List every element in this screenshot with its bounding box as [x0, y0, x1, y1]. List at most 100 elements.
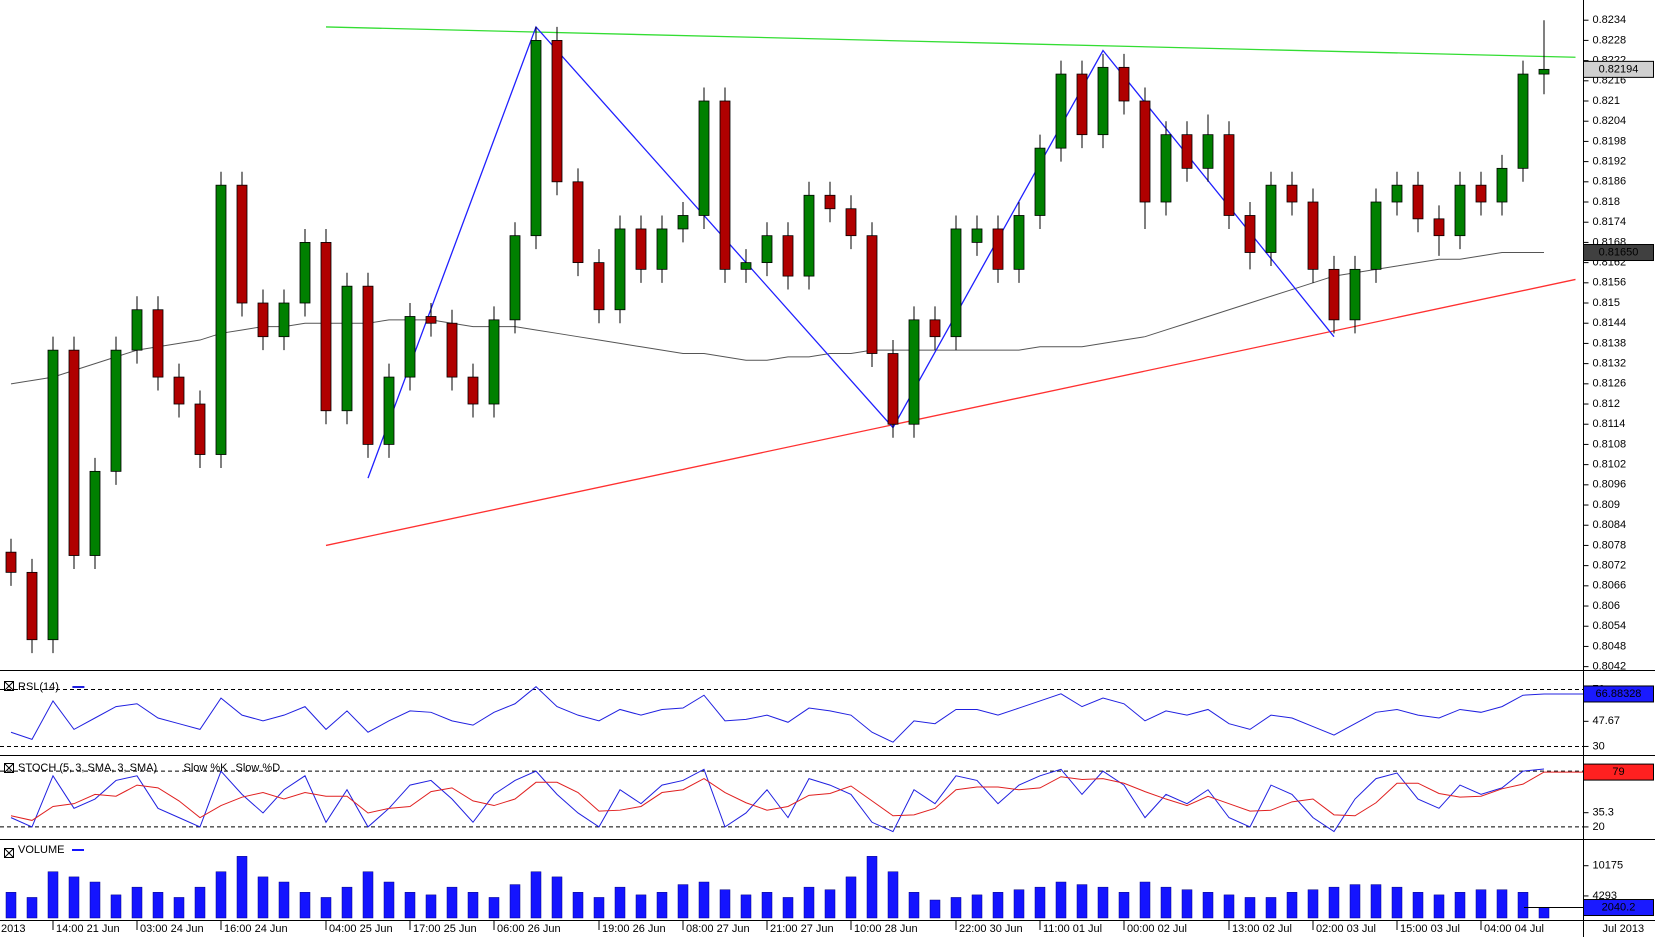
y-tick-label: 0.809	[1593, 499, 1621, 511]
volume-bar	[509, 884, 521, 919]
y-tick-label: 0.8108	[1593, 438, 1627, 450]
candle-body	[1034, 147, 1046, 216]
candle-body	[1055, 73, 1067, 149]
candle-body	[236, 184, 248, 304]
x-tick-label: 17:00 25 Jun	[413, 923, 477, 935]
x-tick-label: 04:00 25 Jun	[329, 923, 393, 935]
candle-body	[299, 242, 311, 304]
volume-bar	[1538, 907, 1550, 919]
panel-title: STOCH (5, 3, SMA, 3, SMA)	[18, 762, 157, 774]
x-tick-label: 02:00 03 Jul	[1316, 923, 1376, 935]
candle-body	[1496, 167, 1508, 203]
volume-bar	[1076, 884, 1088, 919]
candle-body	[1454, 184, 1466, 237]
volume-bar	[887, 871, 899, 919]
candle-body	[656, 228, 668, 270]
y-tick-label: 0.8192	[1593, 156, 1627, 168]
candle-body	[824, 194, 836, 210]
y-tick-label: 0.8072	[1593, 560, 1627, 572]
volume-bar	[1139, 881, 1151, 919]
trend-line	[325, 278, 1576, 547]
volume-bar	[257, 876, 269, 919]
volume-bar	[1160, 886, 1172, 919]
candle-body	[1286, 184, 1298, 203]
volume-bar	[614, 886, 626, 919]
y-tick-label: 0.8132	[1593, 358, 1627, 370]
candle-body	[5, 551, 17, 573]
x-tick-label: 08:00 27 Jun	[686, 923, 750, 935]
x-tick-label: 16:00 24 Jun	[224, 923, 288, 935]
volume-bar	[26, 897, 38, 919]
volume-bar	[68, 876, 80, 919]
volume-bar	[845, 876, 857, 919]
y-tick-label: 0.8084	[1593, 519, 1627, 531]
candle-body	[551, 40, 563, 183]
volume-bar	[740, 894, 752, 919]
candle-body	[1202, 134, 1214, 169]
candle-body	[215, 184, 227, 455]
volume-bar	[1265, 897, 1277, 919]
volume-bar	[1013, 889, 1025, 919]
volume-bar	[1034, 886, 1046, 919]
y-tick-label: 0.8174	[1593, 216, 1627, 228]
volume-bar	[971, 894, 983, 919]
volume-bar	[929, 899, 941, 919]
volume-bar	[719, 889, 731, 919]
y-tick-label: 0.8042	[1593, 661, 1627, 673]
y-tick-label: 0.8138	[1593, 337, 1627, 349]
volume-bar	[362, 871, 374, 919]
volume-bar	[194, 886, 206, 919]
candle-body	[761, 235, 773, 264]
volume-bar	[89, 881, 101, 919]
volume-bar	[173, 897, 185, 919]
volume-bar	[950, 897, 962, 919]
candle-body	[26, 571, 38, 641]
y-tick-label: 0.8228	[1593, 34, 1627, 46]
candle-body	[803, 194, 815, 277]
candle-body	[509, 235, 521, 321]
candle-body	[782, 235, 794, 277]
x-tick-label: 04:00 04 Jul	[1484, 923, 1544, 935]
candle-body	[1517, 73, 1529, 169]
volume-bar	[1097, 886, 1109, 919]
volume-bar	[1328, 886, 1340, 919]
x-tick-label: 11:00 01 Jul	[1043, 923, 1102, 935]
candle-body	[1391, 184, 1403, 203]
y-tick-label: 0.8198	[1593, 135, 1627, 147]
candle-body	[1160, 134, 1172, 203]
y-tick-label: 0.8186	[1593, 176, 1627, 188]
candle-body	[1412, 184, 1424, 220]
volume-bar	[383, 881, 395, 919]
volume-bar	[1223, 894, 1235, 919]
volume-bar	[593, 897, 605, 919]
value-tag-label: 0.81650	[1599, 246, 1639, 258]
volume-bar	[908, 892, 920, 919]
panel-title: VOLUME	[18, 844, 64, 856]
candle-body	[173, 376, 185, 405]
candle-body	[1370, 201, 1382, 270]
candle-body	[1013, 215, 1025, 270]
value-tag	[1583, 60, 1654, 78]
candle-body	[635, 228, 647, 270]
volume-bar	[866, 856, 878, 919]
y-tick-label: 0.8222	[1593, 55, 1627, 67]
y-tick-label: 30	[1593, 740, 1605, 752]
candle-body	[194, 403, 206, 455]
volume-bar	[1517, 892, 1529, 919]
y-tick-label: 47.67	[1593, 715, 1621, 727]
candle-body	[467, 376, 479, 405]
y-tick-label: 4293	[1593, 890, 1617, 902]
candle-body	[131, 309, 143, 351]
series-line	[10, 768, 1545, 833]
volume-bar	[299, 892, 311, 919]
candle-body	[1475, 184, 1487, 203]
candle-body	[1139, 100, 1151, 203]
volume-bar	[1055, 881, 1067, 919]
candle-body	[866, 235, 878, 354]
value-tag-label: 66.88328	[1596, 688, 1642, 700]
value-tag	[1583, 244, 1654, 262]
candle-body	[971, 228, 983, 243]
value-tag-label: 0.82194	[1599, 63, 1639, 75]
x-tick-label: 10:00 28 Jun	[854, 923, 918, 935]
volume-bar	[1244, 897, 1256, 919]
